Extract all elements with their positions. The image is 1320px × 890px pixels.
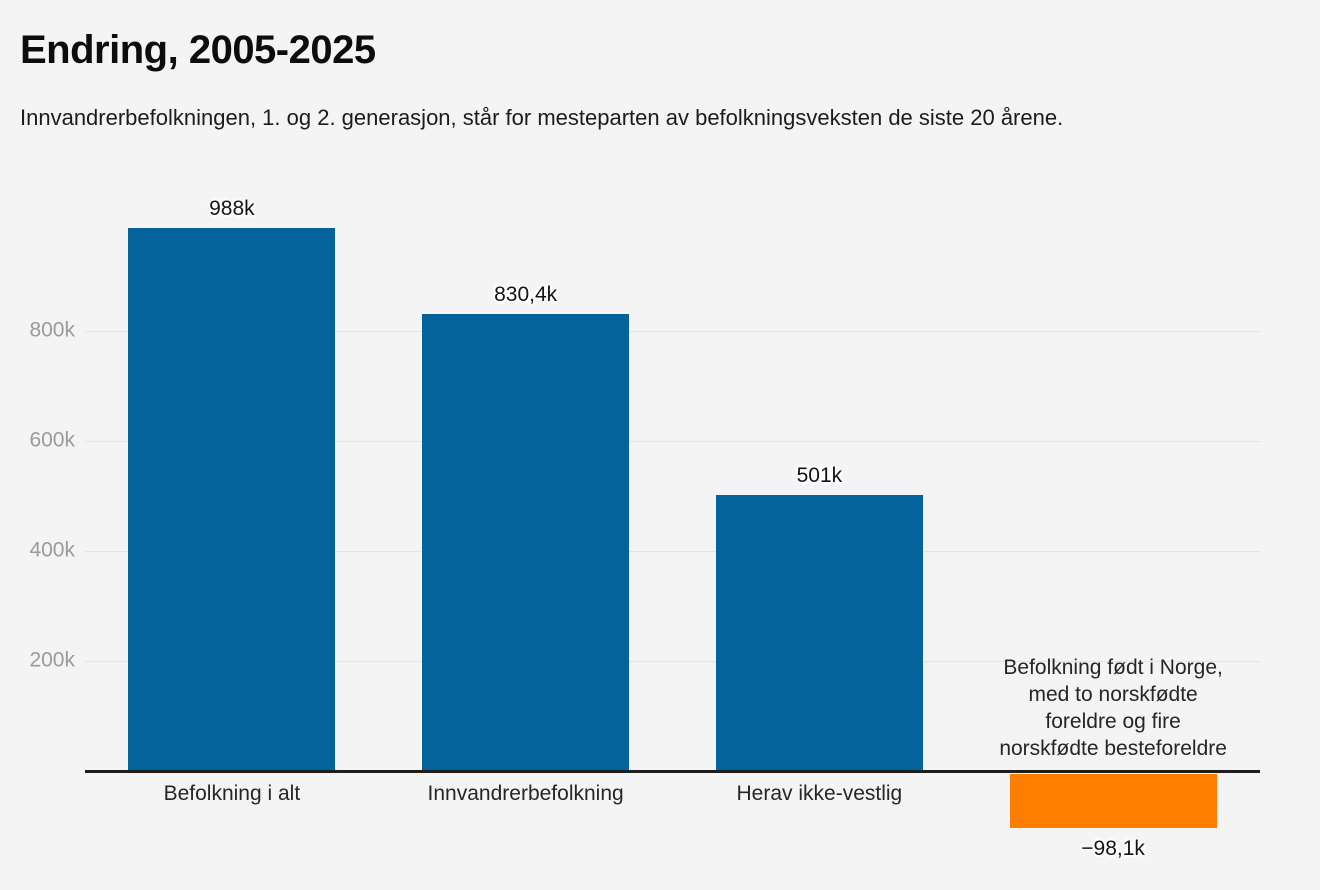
y-axis-tick-label: 200k xyxy=(29,648,75,672)
chart-bar xyxy=(715,495,923,771)
y-axis-tick-label: 400k xyxy=(29,538,75,562)
chart-bar xyxy=(1009,774,1217,828)
category-label: Befolkning i alt xyxy=(163,782,301,805)
category-label: Befolkning født i Norge, med to norskfød… xyxy=(999,656,1227,760)
bar-value-label: 501k xyxy=(796,464,843,488)
bar-value-label: −98,1k xyxy=(1081,836,1145,860)
bar-value-label: 830,4k xyxy=(494,283,558,307)
y-axis-tick-label: 600k xyxy=(29,428,75,452)
chart-bar xyxy=(128,227,336,771)
category-label: Herav ikke-vestlig xyxy=(736,782,903,805)
y-gridline xyxy=(85,441,1260,442)
chart-subtitle: Innvandrerbefolkningen, 1. og 2. generas… xyxy=(20,105,1064,130)
y-gridline xyxy=(85,331,1260,332)
chart-title: Endring, 2005-2025 xyxy=(20,28,376,72)
chart-bar xyxy=(422,314,630,771)
category-label: Innvandrerbefolkning xyxy=(427,782,624,805)
y-axis-tick-label: 800k xyxy=(29,318,75,342)
y-gridline xyxy=(85,661,1260,662)
x-axis-line xyxy=(85,770,1260,773)
y-gridline xyxy=(85,551,1260,552)
bar-value-label: 988k xyxy=(209,196,255,220)
